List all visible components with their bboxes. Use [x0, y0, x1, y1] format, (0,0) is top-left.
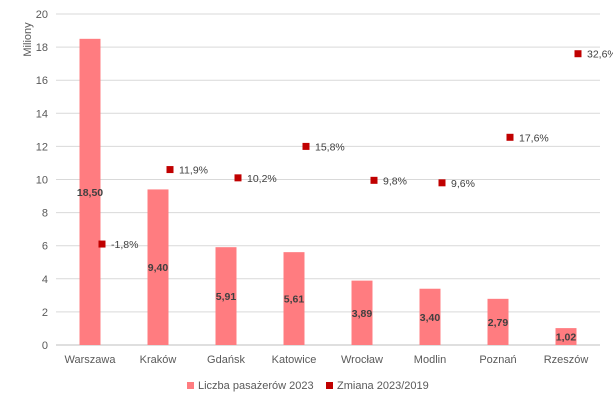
y-tick-label: 16: [36, 75, 48, 87]
gridlines: [56, 13, 600, 346]
x-category-label: Kraków: [140, 354, 177, 366]
y-tick-label: 10: [36, 175, 48, 187]
marker-value-label: -1,8%: [111, 239, 138, 251]
bar-series: [79, 38, 577, 345]
marker-value-label: 32,6%: [587, 49, 613, 61]
marker-point: [234, 174, 242, 182]
marker-value-label: 10,2%: [247, 173, 277, 185]
marker-point: [506, 133, 514, 141]
bar: [215, 247, 237, 345]
bar: [283, 252, 305, 345]
bar: [555, 328, 577, 345]
x-category-label: Katowice: [272, 354, 317, 366]
y-tick-label: 6: [42, 241, 48, 253]
y-tick-label: 18: [36, 42, 48, 54]
y-axis-label: Miliony: [22, 22, 34, 57]
marker-point: [302, 142, 310, 150]
x-category-label: Wrocław: [341, 354, 383, 366]
x-category-label: Modlin: [414, 354, 446, 366]
x-category-label: Warszawa: [65, 354, 117, 366]
marker-value-label: 9,6%: [451, 178, 475, 190]
y-tick-label: 4: [42, 274, 48, 286]
y-tick-label: 12: [36, 141, 48, 153]
x-category-label: Poznań: [479, 354, 516, 366]
bar-value-label: 3,89: [352, 308, 373, 320]
bar-value-label: 5,61: [284, 294, 305, 306]
bar: [487, 298, 509, 345]
y-tick-label: 20: [36, 9, 48, 21]
legend-label-bars: Liczba pasażerów 2023: [198, 380, 314, 392]
marker-point: [574, 50, 582, 58]
legend-label-markers: Zmiana 2023/2019: [337, 380, 429, 392]
bar: [419, 288, 441, 345]
marker-value-label: 17,6%: [519, 132, 549, 144]
marker-value-label: 11,9%: [179, 165, 208, 177]
legend: Liczba pasażerów 2023 Zmiana 2023/2019: [187, 380, 429, 392]
marker-series: [98, 50, 582, 248]
bar-value-label: 2,79: [488, 317, 509, 329]
marker-point: [370, 176, 378, 184]
bar-value-label: 5,91: [216, 291, 237, 303]
bar-value-label: 3,40: [420, 312, 441, 324]
bar: [351, 280, 373, 345]
marker-value-label: 9,8%: [383, 175, 407, 187]
bar: [79, 38, 101, 345]
legend-swatch-bars: [187, 382, 194, 389]
y-axis-ticks: 0 2 4 6 8 10 12 14 16 18 20: [36, 9, 48, 352]
x-axis-categories: Warszawa Kraków Gdańsk Katowice Wrocław Modli…: [65, 354, 589, 366]
legend-swatch-markers: [326, 382, 333, 389]
marker-point: [438, 179, 446, 187]
bar-value-label: 9,40: [148, 262, 169, 274]
y-tick-label: 2: [42, 307, 48, 319]
marker-point: [98, 240, 106, 248]
marker-value-label: 15,8%: [315, 141, 345, 153]
marker-value-labels: -1,8% 11,9% 10,2% 15,8% 9,8% 9,6% 17,6% 32,6%: [111, 49, 613, 251]
y-tick-label: 0: [42, 340, 48, 352]
x-category-label: Gdańsk: [207, 354, 245, 366]
y-tick-label: 8: [42, 208, 48, 220]
x-category-label: Rzeszów: [544, 354, 589, 366]
bar-value-label: 18,50: [77, 187, 103, 199]
bar-value-labels: 18,50 9,40 5,91 5,61 3,89 3,40 2,79 1,02: [77, 187, 577, 344]
bar: [147, 189, 169, 345]
y-tick-label: 14: [36, 108, 48, 120]
marker-point: [166, 166, 174, 174]
bar-value-label: 1,02: [556, 332, 577, 344]
